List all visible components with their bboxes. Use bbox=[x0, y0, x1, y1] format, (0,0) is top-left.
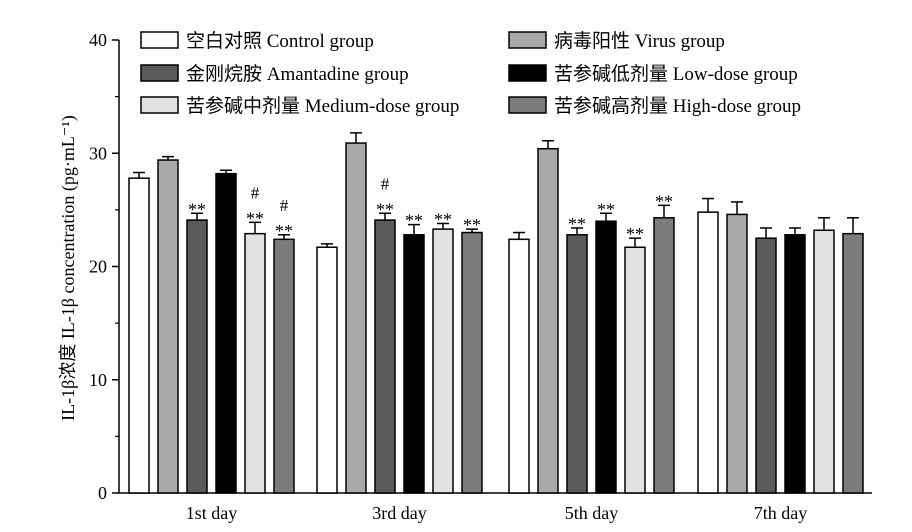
bar bbox=[813, 229, 835, 494]
significance-label: # bbox=[251, 183, 260, 202]
x-tick-label: 5th day bbox=[565, 503, 619, 523]
significance-label: # bbox=[381, 174, 390, 193]
x-tick-label: 3rd day bbox=[372, 503, 426, 523]
bar bbox=[273, 238, 295, 494]
legend-swatch bbox=[140, 31, 179, 49]
significance-label: ** bbox=[188, 199, 206, 219]
significance-label: ** bbox=[275, 221, 293, 241]
bar bbox=[653, 217, 675, 494]
significance-label: ** bbox=[655, 191, 673, 211]
significance-label: ** bbox=[463, 215, 481, 235]
legend-swatch bbox=[140, 64, 179, 82]
bar bbox=[508, 238, 530, 494]
significance-label: ** bbox=[405, 211, 423, 231]
legend-swatch bbox=[508, 96, 547, 114]
bar bbox=[697, 211, 719, 494]
bar bbox=[403, 234, 425, 494]
legend-label: 苦参碱高剂量 High-dose group bbox=[554, 95, 801, 117]
y-tick-label: 20 bbox=[89, 257, 107, 277]
significance-label: ** bbox=[246, 208, 264, 228]
legend-label: 苦参碱中剂量 Medium-dose group bbox=[186, 95, 459, 117]
y-tick-label: 40 bbox=[89, 30, 107, 50]
significance-label: ** bbox=[376, 199, 394, 219]
bar bbox=[784, 234, 806, 494]
bars: ** ** # ** # ** # ** ** ** ** ** ** ** bbox=[128, 132, 864, 494]
legend-label: 空白对照 Control group bbox=[186, 30, 374, 52]
significance-label: ** bbox=[626, 224, 644, 244]
legend-label: 金刚烷胺 Amantadine group bbox=[186, 63, 409, 85]
significance-label: ** bbox=[434, 209, 452, 229]
legend-swatch bbox=[508, 64, 547, 82]
y-tick-label: 30 bbox=[89, 143, 107, 163]
axes: 0 10 20 30 40 1st day 3rd day 5th day 7th day bbox=[89, 30, 872, 523]
bar bbox=[726, 213, 748, 494]
bar bbox=[461, 231, 483, 494]
x-tick-label: 1st day bbox=[186, 503, 238, 523]
bar bbox=[157, 159, 179, 494]
bar bbox=[374, 219, 396, 494]
bar bbox=[186, 219, 208, 494]
bar bbox=[566, 234, 588, 494]
significance-label: ** bbox=[597, 199, 615, 219]
legend-swatch bbox=[140, 96, 179, 114]
bar bbox=[432, 228, 454, 494]
legend: 空白对照 Control group 病毒阳性 Virus group 金刚烷胺 A… bbox=[140, 30, 801, 117]
bar bbox=[128, 177, 150, 494]
significance-label: # bbox=[280, 196, 289, 215]
bar bbox=[624, 246, 646, 494]
bar bbox=[215, 172, 237, 494]
bar bbox=[537, 147, 559, 494]
y-tick-label: 10 bbox=[89, 370, 107, 390]
x-tick-label: 7th day bbox=[754, 503, 808, 523]
bar bbox=[595, 220, 617, 494]
bar bbox=[755, 237, 777, 494]
bar bbox=[345, 142, 367, 494]
legend-label: 病毒阳性 Virus group bbox=[554, 30, 725, 52]
bar bbox=[842, 232, 864, 494]
bar bbox=[316, 246, 338, 494]
significance-label: ** bbox=[568, 214, 586, 234]
legend-swatch bbox=[508, 31, 547, 49]
y-tick-label: 0 bbox=[98, 483, 107, 503]
legend-label: 苦参碱低剂量 Low-dose group bbox=[554, 63, 798, 85]
y-axis-label: IL-1β浓度 IL-1β concentration (pg·mL⁻¹) bbox=[58, 115, 79, 421]
bar bbox=[244, 232, 266, 494]
